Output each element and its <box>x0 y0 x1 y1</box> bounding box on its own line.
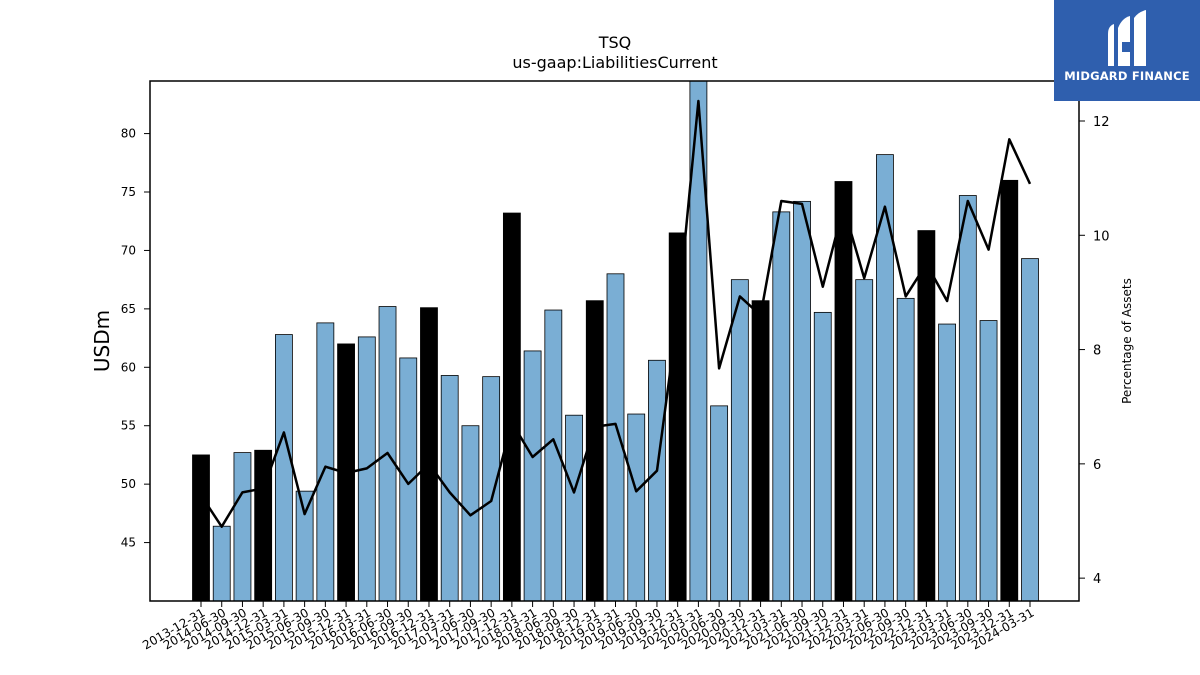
right-tick-label: 12 <box>1093 115 1110 130</box>
bar-2018-12-31 <box>585 300 604 602</box>
bar-2021-06-30 <box>793 200 811 602</box>
bars-group <box>192 80 1039 602</box>
logo-mark-icon <box>1108 10 1146 66</box>
left-tick-label: 70 <box>121 243 136 257</box>
x-axis-ticks: 2013-12-312014-06-302014-09-302014-12-31… <box>140 601 1037 652</box>
bar-2023-12-31 <box>1000 179 1019 602</box>
left-tick-label: 65 <box>121 302 136 316</box>
bar-2014-09-30 <box>233 452 252 602</box>
percentage-line <box>199 99 1032 528</box>
left-tick-label: 55 <box>121 419 136 433</box>
bar-2023-09-30 <box>979 320 998 602</box>
right-axis-ticks: 4 6 8 10 12 <box>1079 115 1110 587</box>
bar-2014-06-30 <box>212 525 231 602</box>
y-axis-label: USDm <box>90 310 114 372</box>
plot-frame <box>149 80 1080 602</box>
bar-2022-09-30 <box>896 297 915 602</box>
bar-2020-12-31 <box>751 300 770 602</box>
left-tick-label: 60 <box>121 360 136 374</box>
bar-2020-09-30 <box>730 279 749 602</box>
bar-2018-09-30 <box>565 414 583 602</box>
right-tick-label: 6 <box>1093 458 1101 473</box>
bar-2019-12-31 <box>668 232 687 602</box>
bar-2015-03-31 <box>275 334 293 602</box>
bar-2019-03-31 <box>606 273 625 602</box>
bar-2017-09-30 <box>482 376 501 602</box>
bar-2021-03-31 <box>772 211 791 602</box>
bar-2023-03-31 <box>938 323 956 602</box>
left-tick-label: 50 <box>121 477 136 491</box>
bar-2017-03-31 <box>440 375 459 602</box>
left-tick-label: 80 <box>121 127 136 141</box>
bar-2021-12-31 <box>834 181 853 602</box>
bar-2019-06-30 <box>627 413 646 602</box>
bar-2015-06-30 <box>295 490 314 602</box>
bar-2020-06-30 <box>710 405 729 602</box>
left-axis-ticks: 45 50 55 60 65 70 75 80 <box>121 127 150 550</box>
bar-2022-12-31 <box>917 230 936 602</box>
left-tick-label: 75 <box>121 185 136 199</box>
logo-text: MIDGARD FINANCE <box>1064 69 1190 83</box>
bar-2018-03-31 <box>523 350 542 602</box>
chart-subtitle: us-gaap:LiabilitiesCurrent <box>512 53 717 72</box>
bar-2019-09-30 <box>648 359 666 602</box>
bar-2024-03-31 <box>1021 258 1039 602</box>
bar-2017-12-31 <box>502 212 521 602</box>
chart-title: TSQ <box>598 33 632 52</box>
bar-2021-09-30 <box>813 311 832 602</box>
right-axis-label: Percentage of Assets <box>1120 278 1134 404</box>
bar-2017-06-30 <box>461 425 480 602</box>
bar-2016-12-31 <box>420 307 438 602</box>
right-tick-label: 8 <box>1093 344 1101 359</box>
brand-logo: MIDGARD FINANCE <box>1054 0 1200 101</box>
bar-2022-06-30 <box>876 154 894 602</box>
bar-2022-03-31 <box>855 279 874 602</box>
right-tick-label: 4 <box>1093 572 1101 587</box>
bar-2023-06-30 <box>958 195 977 602</box>
bar-2015-09-30 <box>316 322 335 602</box>
left-tick-label: 45 <box>121 536 136 550</box>
bar-2013-12-31 <box>192 454 210 602</box>
right-tick-label: 10 <box>1093 229 1110 244</box>
